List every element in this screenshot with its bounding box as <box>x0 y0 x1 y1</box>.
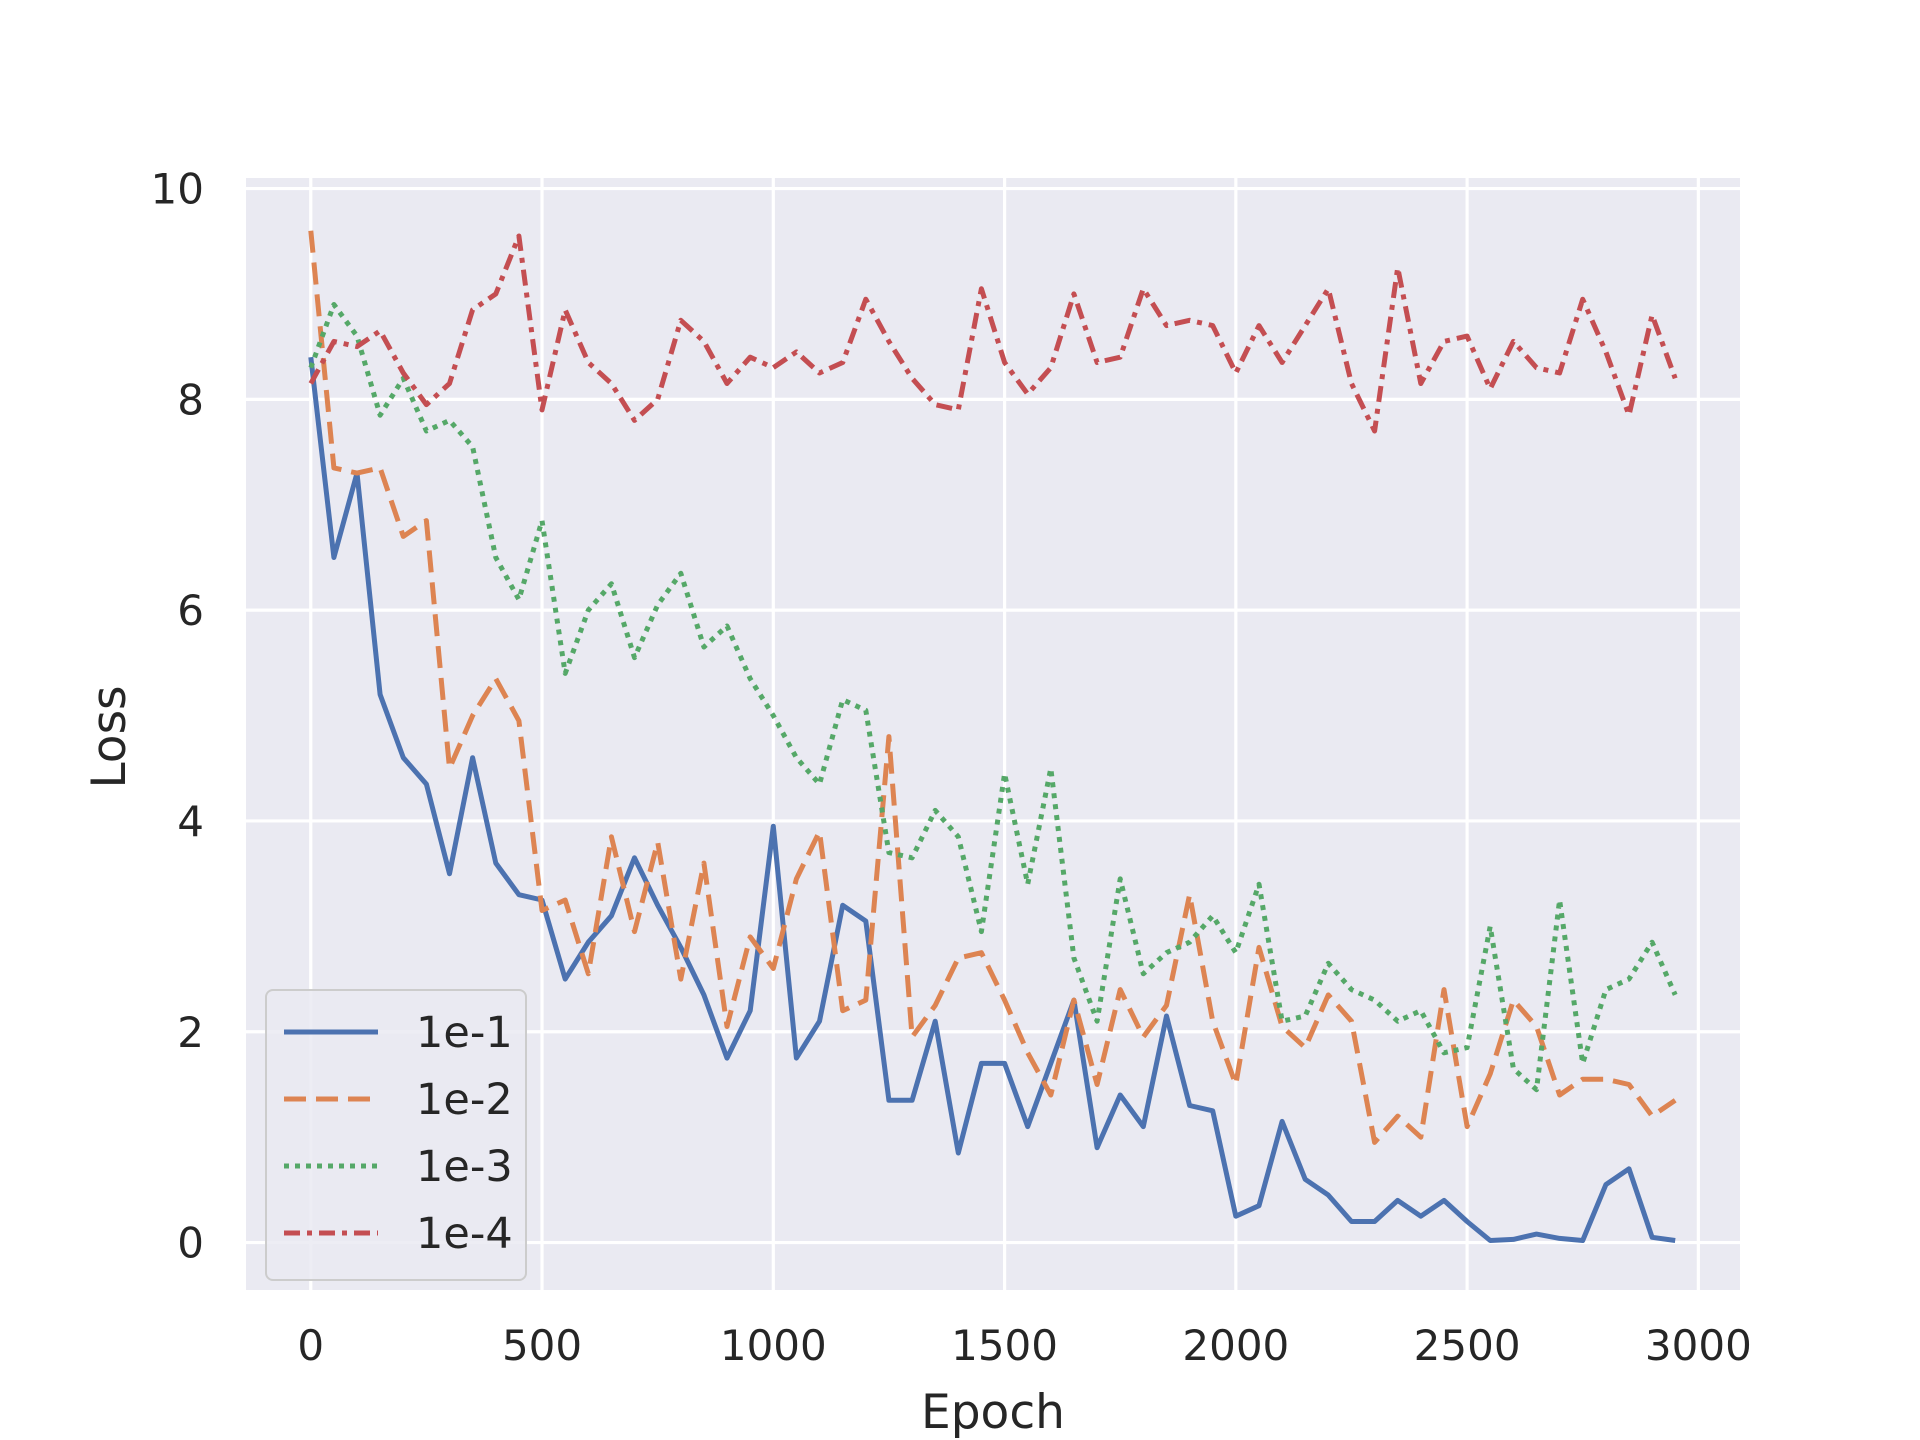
y-tick-label: 4 <box>177 797 204 846</box>
tick-labels: 0 500 1000 1500 2000 2500 3000 0 2 4 6 8 10 <box>151 165 1752 1370</box>
legend-label: 1e-3 <box>416 1142 513 1192</box>
x-tick-label: 3000 <box>1645 1321 1752 1370</box>
y-tick-label: 10 <box>151 165 204 214</box>
x-tick-label: 2000 <box>1182 1321 1289 1370</box>
y-tick-label: 0 <box>177 1219 204 1268</box>
legend-label: 1e-2 <box>416 1075 513 1125</box>
x-tick-label: 500 <box>502 1321 582 1370</box>
x-tick-label: 1000 <box>720 1321 827 1370</box>
series-line-1e-2 <box>308 230 1677 1145</box>
legend-label: 1e-4 <box>416 1209 513 1259</box>
x-axis-label: Epoch <box>921 1385 1065 1440</box>
y-tick-label: 6 <box>177 586 204 635</box>
series-lines <box>308 230 1678 1243</box>
y-tick-label: 2 <box>177 1008 204 1057</box>
x-tick-label: 0 <box>297 1321 324 1370</box>
series-line-1e-4 <box>308 233 1678 434</box>
legend: 1e-1 1e-2 1e-3 1e-4 <box>265 989 527 1281</box>
legend-box <box>265 989 527 1281</box>
legend-label: 1e-1 <box>416 1008 513 1058</box>
y-tick-label: 8 <box>177 375 204 424</box>
series-line-1e-3 <box>308 302 1678 1093</box>
x-tick-label: 2500 <box>1414 1321 1521 1370</box>
y-axis-label: Loss <box>82 685 137 788</box>
x-tick-label: 1500 <box>951 1321 1058 1370</box>
